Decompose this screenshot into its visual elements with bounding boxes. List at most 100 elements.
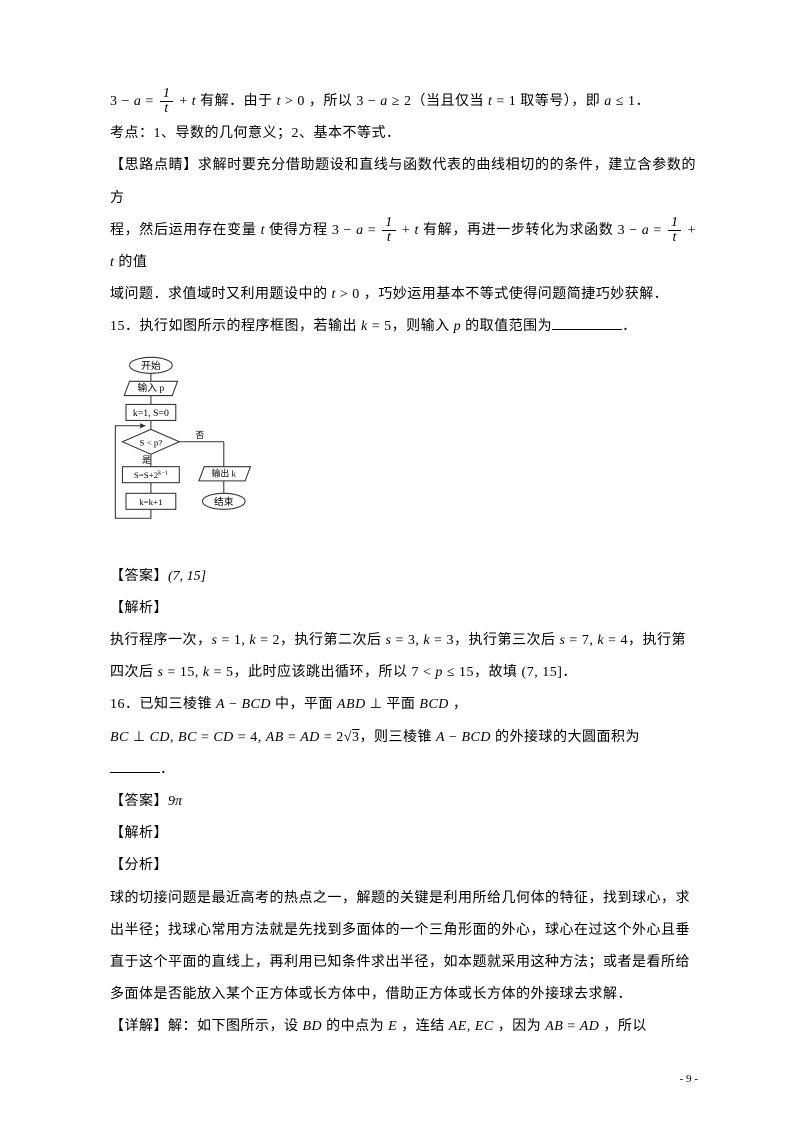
var-A: A	[436, 730, 445, 745]
txt: ，因为	[494, 1019, 546, 1034]
flow-input: 输入 p	[137, 381, 164, 394]
var-E: E	[388, 1019, 397, 1034]
fraction: 1t	[668, 216, 682, 245]
txt: ，连结	[397, 1019, 449, 1034]
txt: = 5，则输入	[368, 319, 454, 334]
flow-init: k=1, S=0	[133, 408, 169, 419]
fenxi-2: 出半径；找球心常用方法就是先找到多面体的一个三角形面的外心，球心在过这个外心且垂	[110, 915, 696, 947]
numerator: 1	[160, 87, 174, 102]
txt: 的取值范围为	[461, 319, 552, 334]
txt: 程，然后运用存在变量	[110, 223, 261, 238]
txt: ⊥	[129, 730, 150, 745]
txt: 执行程序一次，	[110, 633, 212, 648]
txt: +	[683, 223, 696, 238]
txt: = 2	[320, 730, 344, 745]
var-BC: BC	[110, 730, 129, 745]
txt: 有解．由于	[196, 94, 277, 109]
fill-blank	[110, 759, 160, 773]
txt: = 3，执行第三次后	[430, 633, 559, 648]
txt: =	[197, 730, 213, 745]
txt: = 2，执行第二次后	[256, 633, 385, 648]
var-CD: CD	[150, 730, 170, 745]
txt: −	[225, 697, 241, 712]
denominator: t	[160, 102, 174, 116]
var-BCD: BCD	[461, 730, 491, 745]
q16-line-1: 16．已知三棱锥 A − BCD 中，平面 ABD ⊥ 平面 BCD ，	[110, 689, 696, 721]
txt: =	[284, 730, 300, 745]
denominator: t	[668, 231, 682, 245]
txt: 使得方程 3 −	[265, 223, 356, 238]
fenxi-1: 球的切接问题是最近高考的热点之一，解题的关键是利用所给几何体的特征，找到球心，求	[110, 883, 696, 915]
txt: 有解，再进一步转化为求函数 3 −	[419, 223, 642, 238]
var-p: p	[454, 319, 462, 334]
answer-15: 【答案】(7, 15]	[110, 561, 696, 593]
flow-output: 输出 k	[212, 467, 237, 478]
flow-step: S=S+2	[134, 470, 158, 480]
txt: ．	[622, 319, 637, 334]
txt: ，则三棱锥	[359, 730, 436, 745]
var-p: p	[435, 665, 443, 680]
txt: = 3,	[391, 633, 423, 648]
txt: 中，平面	[271, 697, 337, 712]
flow-step-sup: k−1	[158, 469, 168, 476]
silu-line-a: 【思路点睛】求解时要充分借助题设和直线与函数代表的曲线相切的的条件，建立含参数的…	[110, 150, 696, 214]
txt: 15．执行如图所示的程序框图，若输出	[110, 319, 361, 334]
txt: ≤ 15，故填 (7, 15]．	[443, 665, 577, 680]
var-AB: AB	[266, 730, 284, 745]
q16-line-2: BC ⊥ CD, BC = CD = 4, AB = AD = 2√3，则三棱锥…	[110, 722, 696, 754]
var-k: k	[203, 665, 210, 680]
var-a: a	[380, 94, 388, 109]
txt: =	[141, 94, 157, 109]
txt: ⊥ 平面	[366, 697, 420, 712]
fenxi-4: 多面体是否能放入某个正方体或长方体中，借助正方体或长方体的外接球去求解．	[110, 979, 696, 1011]
denominator: t	[382, 231, 396, 245]
txt: = 7,	[565, 633, 597, 648]
var-BCD: BCD	[241, 697, 271, 712]
fenxi-3: 直于这个平面的直线上，再利用已知条件求出半径，如本题就采用这种方法；或者是看所给	[110, 947, 696, 979]
var-BCD: BCD	[419, 697, 449, 712]
txt: +	[398, 223, 415, 238]
txt: > 0 ，巧妙运用基本不等式使得问题简捷巧妙获解．	[336, 287, 668, 302]
txt: =	[364, 223, 381, 238]
txt: ．	[160, 762, 175, 777]
txt: ≥ 2（当且仅当	[388, 94, 488, 109]
fill-blank	[552, 317, 622, 331]
var-AB: AB	[545, 1019, 563, 1034]
jiexi-15: 【解析】	[110, 593, 696, 625]
var-k: k	[361, 319, 368, 334]
var-a: a	[356, 223, 364, 238]
fenxi-label: 【分析】	[110, 850, 696, 882]
kaodian-line: 考点：1、导数的几何意义；2、基本不等式．	[110, 118, 696, 150]
var-a: a	[604, 94, 612, 109]
page-number: - 9 -	[680, 1073, 698, 1085]
answer-value: (7, 15]	[168, 569, 206, 584]
var-AD: AD	[580, 1019, 600, 1034]
q15-line: 15．执行如图所示的程序框图，若输出 k = 5，则输入 p 的取值范围为 ．	[110, 311, 696, 343]
var-ABD: ABD	[337, 697, 366, 712]
flow-end: 结束	[214, 494, 234, 507]
txt: −	[445, 730, 461, 745]
txt: = 15,	[163, 665, 202, 680]
var-AD: AD	[300, 730, 320, 745]
jiexi-16: 【解析】	[110, 818, 696, 850]
numerator: 1	[382, 216, 396, 231]
sol15-line-2: 四次后 s = 15, k = 5，此时应该跳出循环，所以 7 < p ≤ 15…	[110, 657, 696, 689]
txt: 的中点为	[322, 1019, 388, 1034]
answer-label: 【答案】	[110, 569, 168, 584]
line-1: 3 − a = 1t + t 有解．由于 t > 0 ，所以 3 − a ≥ 2…	[110, 86, 696, 118]
txt: = 4,	[234, 730, 266, 745]
var-CD: CD	[213, 730, 233, 745]
txt: ≤ 1．	[612, 94, 650, 109]
var-A: A	[216, 697, 225, 712]
flow-start: 开始	[141, 358, 161, 371]
txt: = 5，此时应该跳出循环，所以 7 <	[210, 665, 436, 680]
txt: = 4，执行第	[604, 633, 686, 648]
txt: 四次后	[110, 665, 158, 680]
q16-line-3: ．	[110, 754, 696, 786]
txt: = 1 取等号），即	[492, 94, 604, 109]
txt: = 1,	[217, 633, 249, 648]
flow-no: 否	[195, 430, 204, 440]
txt: 3 −	[110, 94, 134, 109]
txt: =	[649, 223, 666, 238]
txt: 16．已知三棱锥	[110, 697, 216, 712]
